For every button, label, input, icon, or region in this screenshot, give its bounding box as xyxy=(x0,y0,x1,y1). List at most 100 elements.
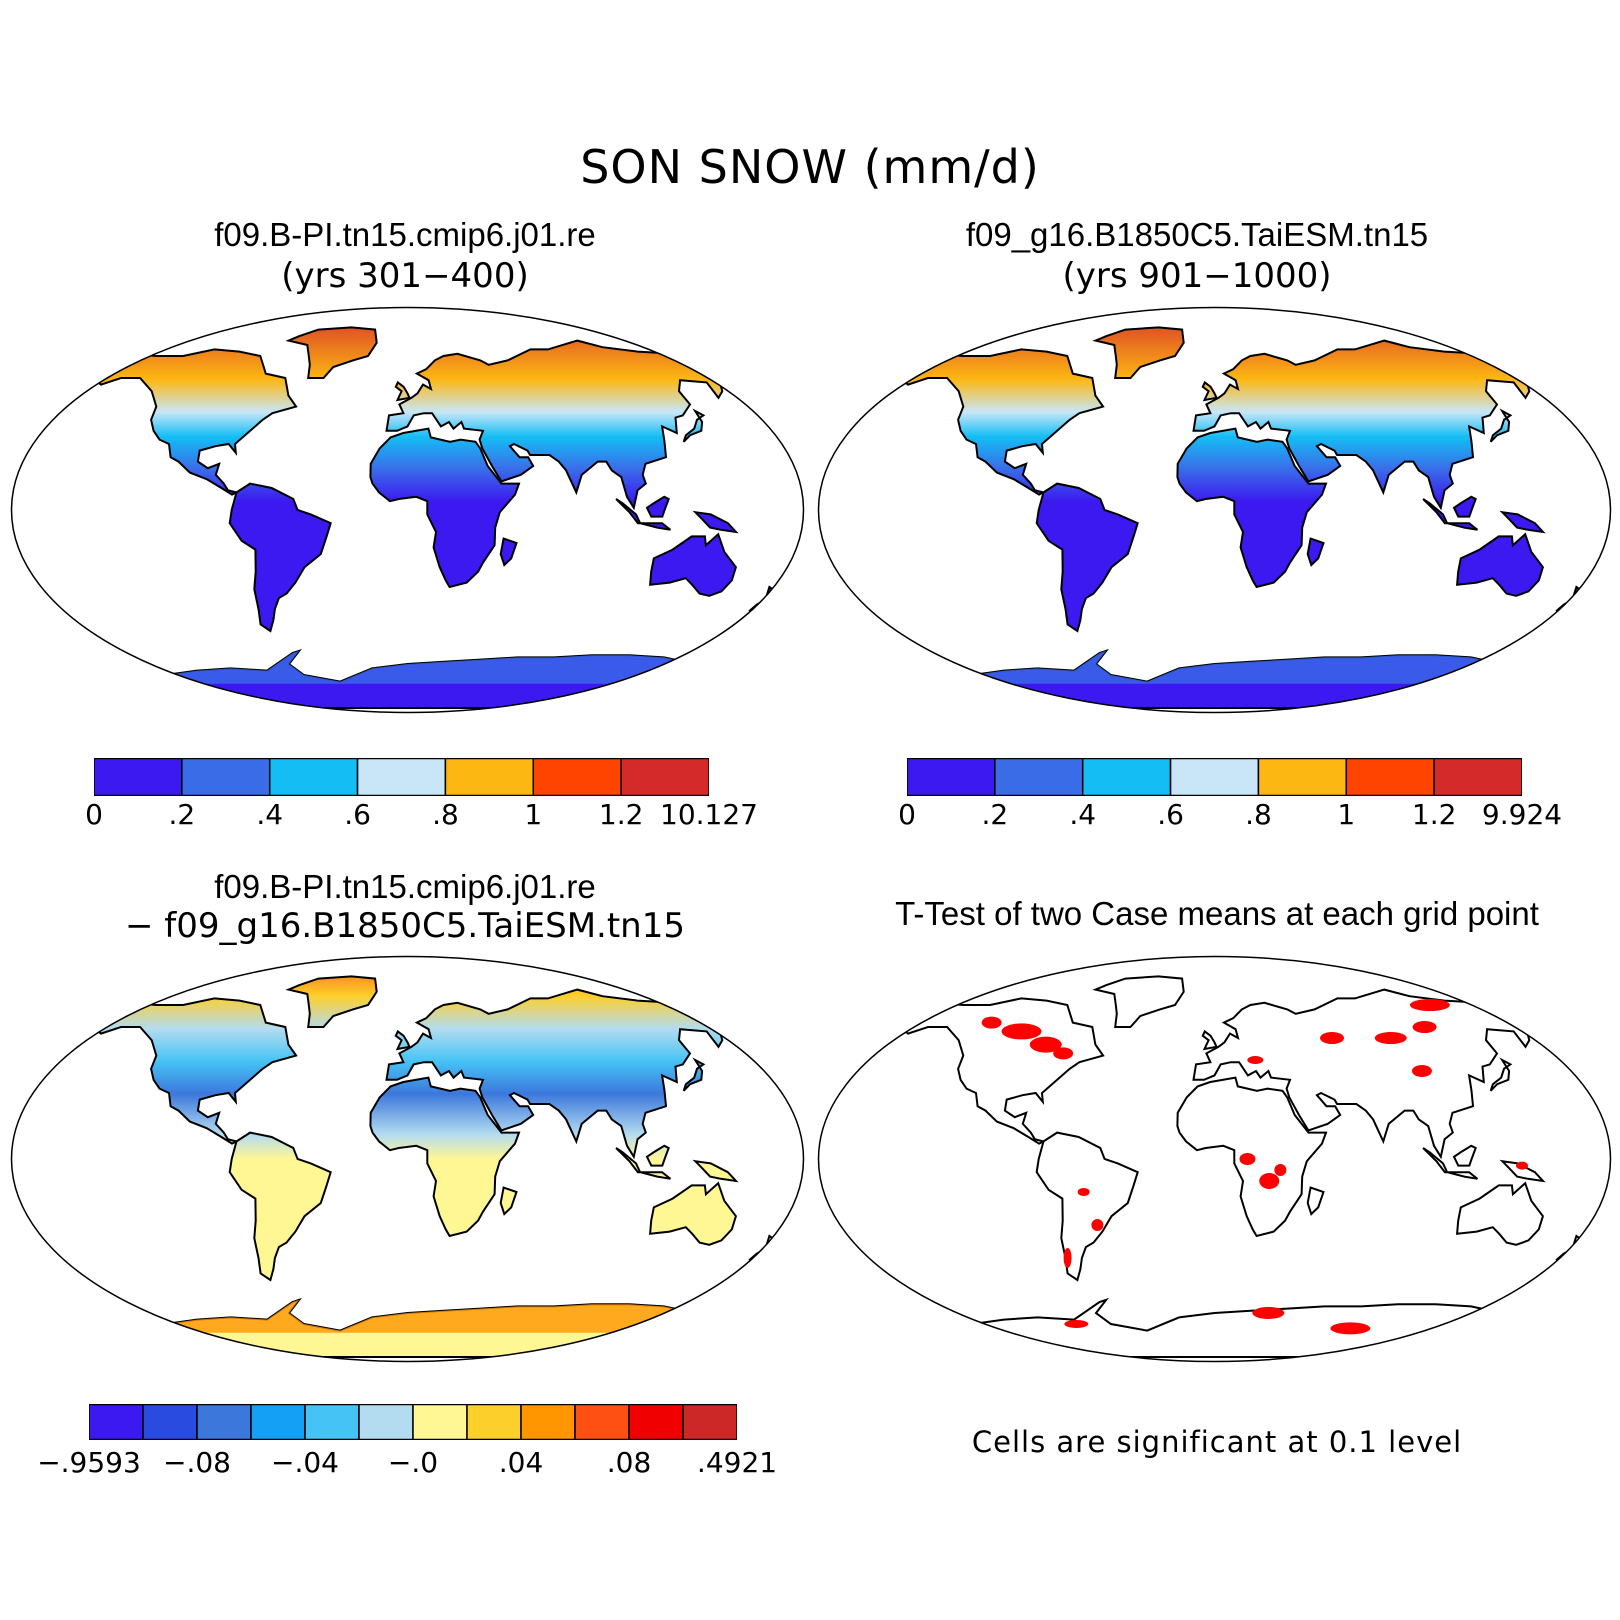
colorbar-label: .4 xyxy=(256,798,284,831)
colorbar-box xyxy=(466,1403,522,1441)
antarctic-coast-band xyxy=(901,650,1523,684)
colorbar-box xyxy=(1169,757,1260,797)
landmass-madagascar xyxy=(499,537,518,567)
landmass-africa xyxy=(369,1076,521,1238)
landmass-indonesia xyxy=(615,1147,672,1180)
colorbar-box xyxy=(1345,757,1435,797)
significant-cell xyxy=(1409,999,1450,1012)
case2-colorbar xyxy=(906,757,1523,797)
significant-cell xyxy=(1239,1153,1256,1165)
colorbar-box xyxy=(682,1403,738,1441)
diff-map xyxy=(10,955,805,1363)
colorbar-label: .8 xyxy=(1245,798,1272,831)
landmass-australia xyxy=(1456,1181,1545,1246)
significant-cell xyxy=(1063,1247,1072,1268)
case1-subtitle: (yrs 301−400) xyxy=(281,256,529,296)
case1-colorbar xyxy=(93,757,710,797)
figure-title: SON SNOW (mm/d) xyxy=(580,140,1040,194)
antarctic-coast-band xyxy=(94,1299,716,1333)
landmass-south-america xyxy=(1035,482,1139,633)
landmass-eurasia xyxy=(385,339,746,511)
landmass-borneo xyxy=(645,495,670,518)
landmass-greenland xyxy=(285,326,378,379)
colorbar-label: −.04 xyxy=(271,1446,339,1479)
landmass-indonesia xyxy=(1422,1147,1479,1180)
colorbar-label: .6 xyxy=(344,798,371,831)
significant-cell xyxy=(1064,1319,1089,1328)
landmass-uk xyxy=(1201,1029,1218,1051)
ttest-map xyxy=(817,955,1612,1363)
colorbar-box xyxy=(412,1403,468,1441)
landmass-uk xyxy=(394,380,411,402)
landmass-borneo xyxy=(1452,495,1477,518)
map-border xyxy=(10,306,805,714)
significant-cell xyxy=(1320,1032,1345,1045)
landmass-borneo xyxy=(1452,1144,1477,1167)
colorbar-label: 1 xyxy=(524,798,543,831)
landmass-south-america xyxy=(1035,1131,1139,1282)
colorbar-box xyxy=(181,757,271,797)
landmass-madagascar xyxy=(499,1186,518,1216)
colorbar-box xyxy=(93,757,183,797)
significant-cell xyxy=(1077,1187,1090,1196)
colorbar-box xyxy=(574,1403,630,1441)
case1-map xyxy=(10,306,805,714)
significant-cell xyxy=(1053,1047,1074,1060)
landmass-new-guinea xyxy=(692,1159,739,1183)
colorbar-box xyxy=(628,1403,684,1441)
colorbar-label: 1 xyxy=(1337,798,1356,831)
landmass-indonesia xyxy=(615,498,672,531)
diff-title: f09.B-PI.tn15.cmip6.j01.re xyxy=(214,868,596,905)
significant-cell xyxy=(1516,1161,1529,1170)
colorbar-box xyxy=(358,1403,414,1441)
colorbar-box xyxy=(1257,757,1348,797)
landmass-japan xyxy=(682,1057,706,1092)
map-border xyxy=(10,955,805,1363)
landmass-australia xyxy=(649,532,738,597)
colorbar-label: .2 xyxy=(168,798,196,831)
colorbar-label: .04 xyxy=(498,1446,544,1479)
landmass-africa xyxy=(369,427,521,589)
significant-cell xyxy=(1374,1032,1407,1045)
colorbar-label: .4 xyxy=(1069,798,1097,831)
significant-cell xyxy=(1259,1172,1280,1189)
case1-title: f09.B-PI.tn15.cmip6.j01.re xyxy=(214,216,596,253)
landmass-borneo xyxy=(645,1144,670,1167)
colorbar-box xyxy=(1433,757,1523,797)
landmass-eurasia xyxy=(1192,339,1553,511)
diff-colorbar xyxy=(88,1403,738,1441)
colorbar-box xyxy=(906,757,996,797)
landmass-africa xyxy=(1176,427,1328,589)
colorbar-box xyxy=(532,757,622,797)
landmass-north-america xyxy=(91,997,298,1145)
colorbar-box xyxy=(994,757,1084,797)
landmass-north-america xyxy=(898,348,1105,496)
significant-cell xyxy=(1252,1306,1285,1319)
diff-subtitle: − f09_g16.B1850C5.TaiESM.tn15 xyxy=(125,906,685,946)
landmass-madagascar xyxy=(1306,537,1325,567)
significant-cell xyxy=(981,1016,1002,1029)
map-border xyxy=(817,955,1612,1363)
significant-cell xyxy=(1274,1163,1287,1176)
colorbar-label: .2 xyxy=(981,798,1009,831)
colorbar-label: 1.2 xyxy=(1411,798,1457,831)
ttest-note: Cells are significant at 0.1 level xyxy=(971,1425,1463,1459)
colorbar-box xyxy=(142,1403,198,1441)
colorbar-label: −.08 xyxy=(163,1446,231,1479)
colorbar-box xyxy=(444,757,535,797)
colorbar-label: −.0 xyxy=(387,1446,439,1479)
diff-colorbar-labels: −.9593 −.08 −.04 −.0 .04 .08 .4921 xyxy=(37,1446,777,1486)
colorbar-label: .4921 xyxy=(696,1446,778,1479)
significant-cell xyxy=(1091,1218,1104,1231)
significant-cell xyxy=(1247,1056,1264,1065)
landmass-greenland xyxy=(285,975,378,1028)
landmass-madagascar xyxy=(1306,1186,1325,1216)
colorbar-label: .6 xyxy=(1157,798,1184,831)
landmass-new-guinea xyxy=(1499,510,1546,534)
antarctic-coast-band xyxy=(94,650,716,684)
colorbar-label: 0 xyxy=(85,798,103,831)
significant-cell xyxy=(1412,1021,1437,1034)
colorbar-box xyxy=(620,757,710,797)
case2-map xyxy=(817,306,1612,714)
significant-cell xyxy=(1029,1036,1062,1053)
